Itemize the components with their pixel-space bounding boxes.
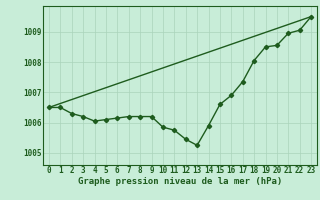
X-axis label: Graphe pression niveau de la mer (hPa): Graphe pression niveau de la mer (hPa) <box>78 177 282 186</box>
